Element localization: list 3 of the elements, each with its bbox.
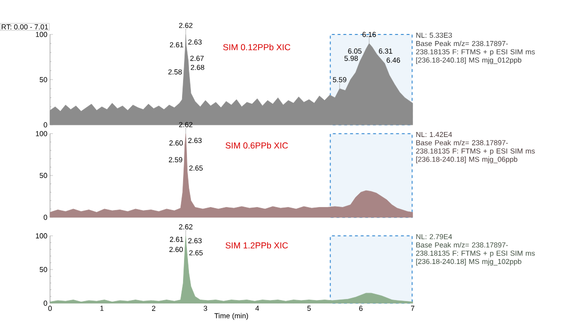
text: SIM 0.6PPb XIC xyxy=(226,142,288,149)
text: SIM 0.12PPb XIC xyxy=(223,44,290,50)
text: SIM 1.2PPb XIC xyxy=(226,242,288,249)
